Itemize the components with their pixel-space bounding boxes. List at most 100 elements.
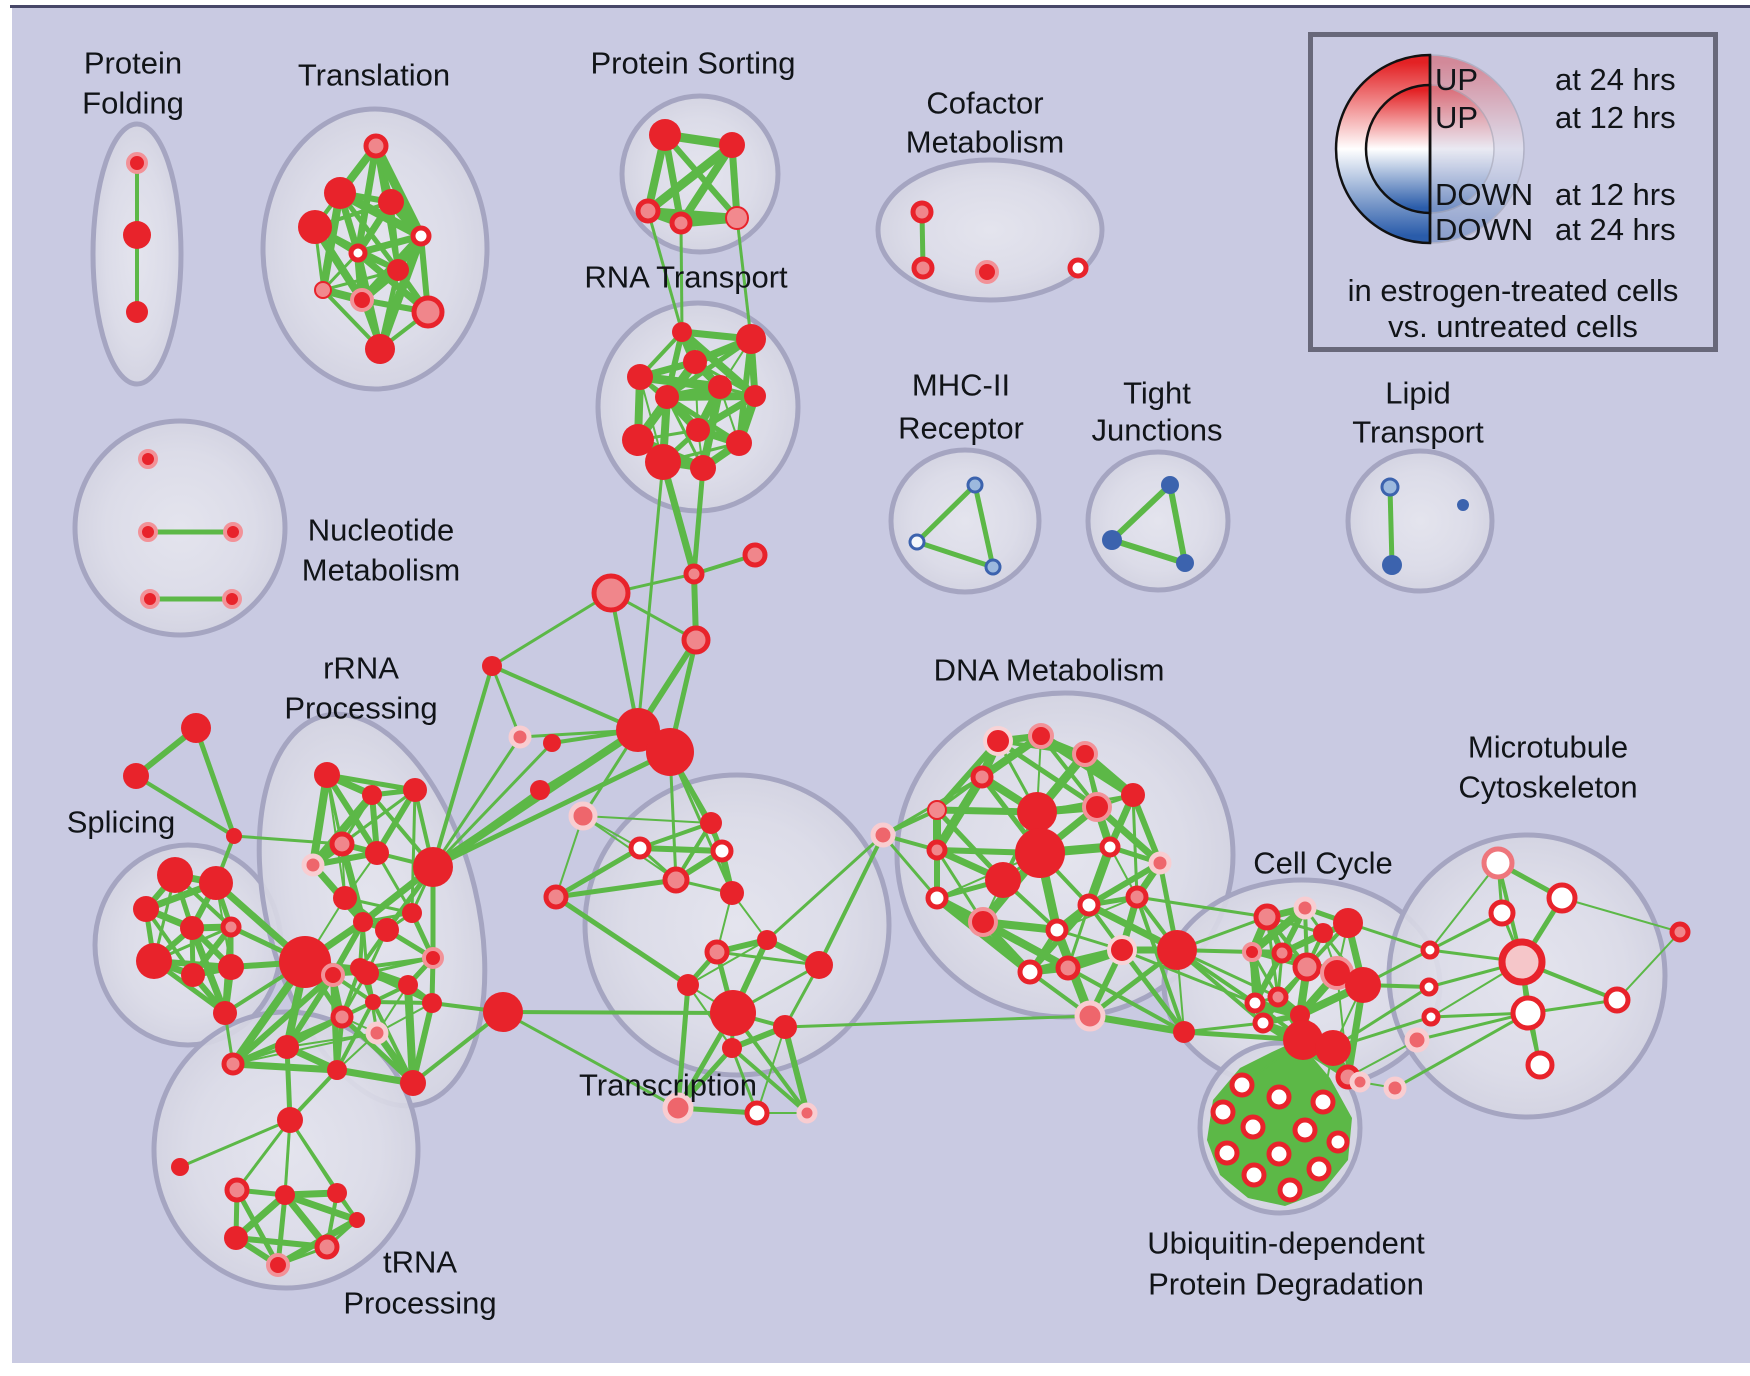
gene-node-bluelight xyxy=(966,476,984,494)
edge xyxy=(645,141,735,215)
gene-node-solid xyxy=(171,1158,189,1176)
gene-node-solid xyxy=(353,912,373,932)
edge xyxy=(784,1014,1091,1029)
gene-node-solid xyxy=(422,993,442,1013)
edge xyxy=(491,591,612,668)
edge xyxy=(881,834,939,899)
gene-node-solid xyxy=(375,918,399,942)
edge xyxy=(1087,904,1186,1033)
gene-node-solid xyxy=(736,324,766,354)
gene-node-ringwhite xyxy=(1241,1162,1267,1188)
gene-node-ringpink xyxy=(1253,903,1281,931)
gene-node-ringpink xyxy=(1125,885,1149,909)
gene-node-bluesolid xyxy=(1382,555,1402,575)
gene-node-ringpink xyxy=(591,573,631,613)
edge xyxy=(1089,1014,1185,1034)
gene-node-bluesolid xyxy=(1102,530,1122,550)
gene-node-solid xyxy=(690,455,716,481)
edge xyxy=(782,1026,810,1114)
legend-state-label: UP xyxy=(1435,100,1479,135)
gene-node-halo xyxy=(1072,741,1098,767)
gene-node-ringpink xyxy=(742,542,768,568)
cluster-label-cof: Metabolism xyxy=(906,125,1065,160)
edge xyxy=(232,1032,378,1065)
cluster-label-pf: Protein xyxy=(84,46,182,81)
gene-node-solid xyxy=(1313,923,1333,943)
gene-node-solid xyxy=(1121,783,1145,807)
gene-node-solid xyxy=(136,943,172,979)
gene-node-solid xyxy=(622,424,654,456)
gene-node-ringpink xyxy=(1267,986,1289,1008)
gene-node-solid xyxy=(314,762,340,788)
gene-node-ringwhite xyxy=(1210,1099,1236,1125)
cluster-label-trna: tRNA xyxy=(383,1245,457,1280)
edge xyxy=(326,772,416,793)
edge xyxy=(431,741,554,869)
edge xyxy=(1347,1039,1418,1078)
gene-node-ringpink xyxy=(681,625,711,655)
nodes-ubi xyxy=(1210,1072,1350,1203)
gene-node-ringpink xyxy=(1055,955,1081,981)
gene-node-solid xyxy=(1283,1020,1323,1060)
gene-node-ringwhite xyxy=(1488,899,1516,927)
edge xyxy=(639,845,723,854)
gene-node-ringwhite xyxy=(744,1100,770,1126)
gene-node-solid xyxy=(218,954,244,980)
gene-node-solid xyxy=(355,961,379,985)
legend-time-label: at 12 hrs xyxy=(1555,100,1676,135)
edge xyxy=(231,972,335,1067)
edge xyxy=(1130,793,1163,865)
gene-node-solid xyxy=(543,734,561,752)
gene-node-solid xyxy=(181,963,205,987)
gene-node-halo xyxy=(975,260,999,284)
cluster-label-nuc: Metabolism xyxy=(302,553,461,588)
edge xyxy=(915,483,977,544)
gene-node-ringpink xyxy=(1292,952,1322,982)
gene-node-halo xyxy=(321,963,345,987)
nodes-pf xyxy=(123,152,151,323)
edge xyxy=(1121,948,1256,1005)
edge xyxy=(677,142,736,226)
gene-node-solid xyxy=(1290,1005,1310,1025)
gene-node-solid xyxy=(627,364,653,390)
cluster-label-pf: Folding xyxy=(82,86,184,121)
gene-node-ringpale xyxy=(983,726,1013,756)
gene-node-ringpink xyxy=(662,866,690,894)
gene-node-ringwhite xyxy=(628,836,652,860)
nodes-nuc xyxy=(138,449,243,609)
gene-node-ringwhite xyxy=(1421,1007,1441,1027)
legend-time-label: at 12 hrs xyxy=(1555,177,1676,212)
gene-node-ringwhite xyxy=(1306,1156,1332,1182)
nodes-conn xyxy=(123,542,1441,1176)
gene-node-solid xyxy=(773,1015,797,1039)
gene-node-bluelight xyxy=(1380,477,1400,497)
gene-node-ringwhite xyxy=(348,243,368,263)
gene-node-solid xyxy=(719,132,745,158)
gene-node-ringpale xyxy=(1107,935,1137,965)
gene-node-ringwhite xyxy=(1419,977,1439,997)
legend-state-label: UP xyxy=(1435,62,1479,97)
nodes-mt xyxy=(1481,846,1691,1080)
edge xyxy=(662,133,740,220)
gene-node-solid xyxy=(1157,930,1197,970)
gene-node-ringpink xyxy=(314,1234,340,1260)
edge xyxy=(554,894,690,988)
edge xyxy=(371,1001,415,1084)
gene-node-ringwhite xyxy=(925,886,949,910)
gene-node-ringwhite xyxy=(1252,1012,1274,1034)
gene-node-solid xyxy=(985,862,1021,898)
gene-node-solid xyxy=(327,1183,347,1203)
cluster-label-rna: RNA Transport xyxy=(584,260,788,295)
edge xyxy=(1183,1021,1264,1034)
gene-node-solid xyxy=(1315,1030,1351,1066)
edge xyxy=(817,834,885,966)
cluster-label-rrna: Processing xyxy=(284,691,437,726)
edge xyxy=(232,1060,338,1074)
gene-node-halo xyxy=(223,522,243,542)
gene-node-ringpink xyxy=(683,563,705,585)
edge xyxy=(319,192,344,291)
gene-node-solid xyxy=(708,375,732,399)
legend-state-label: DOWN xyxy=(1435,212,1534,247)
edge xyxy=(490,665,522,738)
